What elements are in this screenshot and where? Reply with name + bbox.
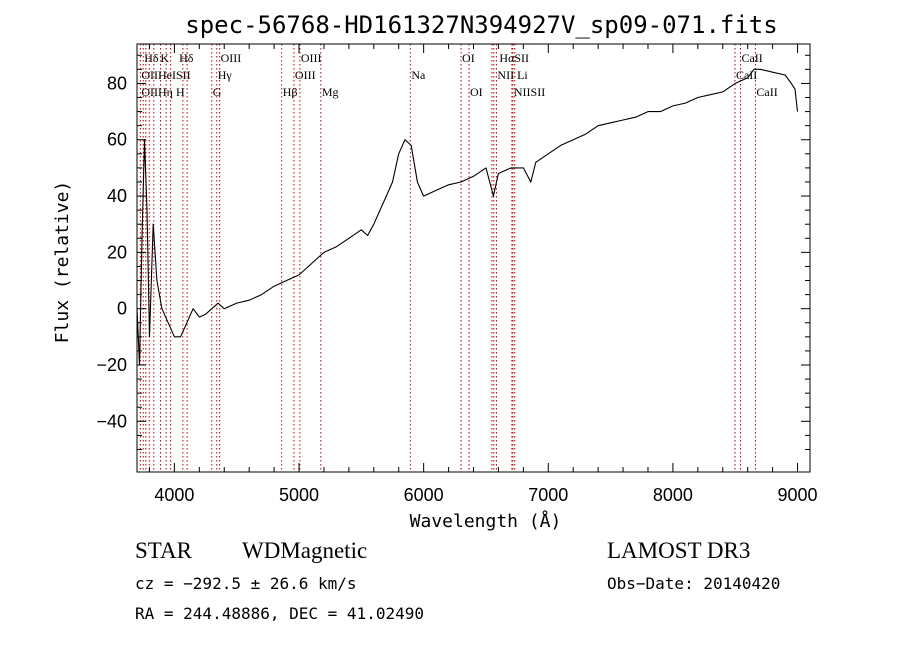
line-label: Hβ	[283, 85, 298, 99]
line-label: OIIHeISII	[141, 68, 190, 82]
y-tick-label: −40	[96, 411, 127, 431]
line-label: Mg	[322, 85, 339, 99]
line-label: OIII	[301, 51, 322, 65]
y-tick-label: 40	[107, 186, 127, 206]
line-label: CaII	[736, 68, 757, 82]
line-label: G	[213, 85, 222, 99]
line-label: OIIHη H	[141, 85, 185, 99]
x-tick-label: 5000	[279, 485, 319, 505]
sky-coordinates: RA = 244.48886, DEC = 41.02490	[135, 604, 424, 623]
line-label: CaII	[756, 85, 777, 99]
line-label: OI	[462, 51, 475, 65]
chart-title: spec-56768-HD161327N394927V_sp09-071.fit…	[185, 11, 777, 39]
line-label: OI	[470, 85, 483, 99]
line-label: NIISII	[514, 85, 545, 99]
object-subclass: WDMagnetic	[242, 538, 368, 563]
survey-name: LAMOST DR3	[607, 538, 751, 563]
x-tick-label: 7000	[528, 485, 568, 505]
x-tick-label: 4000	[154, 485, 194, 505]
x-tick-label: 8000	[653, 485, 693, 505]
series-line-flux	[136, 68, 799, 366]
line-label: Hδ	[179, 51, 194, 65]
redshift-velocity: cz = −292.5 ± 26.6 km/s	[135, 574, 357, 593]
line-label: Hγ	[218, 68, 233, 82]
line-label: OIII	[221, 51, 242, 65]
y-tick-label: 20	[107, 242, 127, 262]
observation-date: Obs−Date: 20140420	[607, 574, 781, 593]
line-label: NII Li	[497, 68, 528, 82]
line-label: CaII	[741, 51, 762, 65]
y-axis-label: Flux (relative)	[52, 181, 73, 344]
y-tick-label: 0	[117, 299, 127, 319]
y-tick-label: −20	[96, 355, 127, 375]
line-label: OIII	[295, 68, 316, 82]
line-label: K	[160, 51, 169, 65]
y-tick-label: 80	[107, 73, 127, 93]
line-label: Na	[411, 68, 426, 82]
line-label: HαSII	[499, 51, 529, 65]
line-label: Hδ	[144, 51, 159, 65]
x-tick-label: 6000	[404, 485, 444, 505]
x-axis-label: Wavelength (Å)	[410, 510, 562, 532]
spectrum-chart: spec-56768-HD161327N394927V_sp09-071.fit…	[52, 11, 818, 532]
y-tick-label: 60	[107, 130, 127, 150]
plot-frame	[136, 43, 811, 473]
x-tick-label: 9000	[778, 485, 818, 505]
object-class: STAR	[135, 538, 192, 563]
